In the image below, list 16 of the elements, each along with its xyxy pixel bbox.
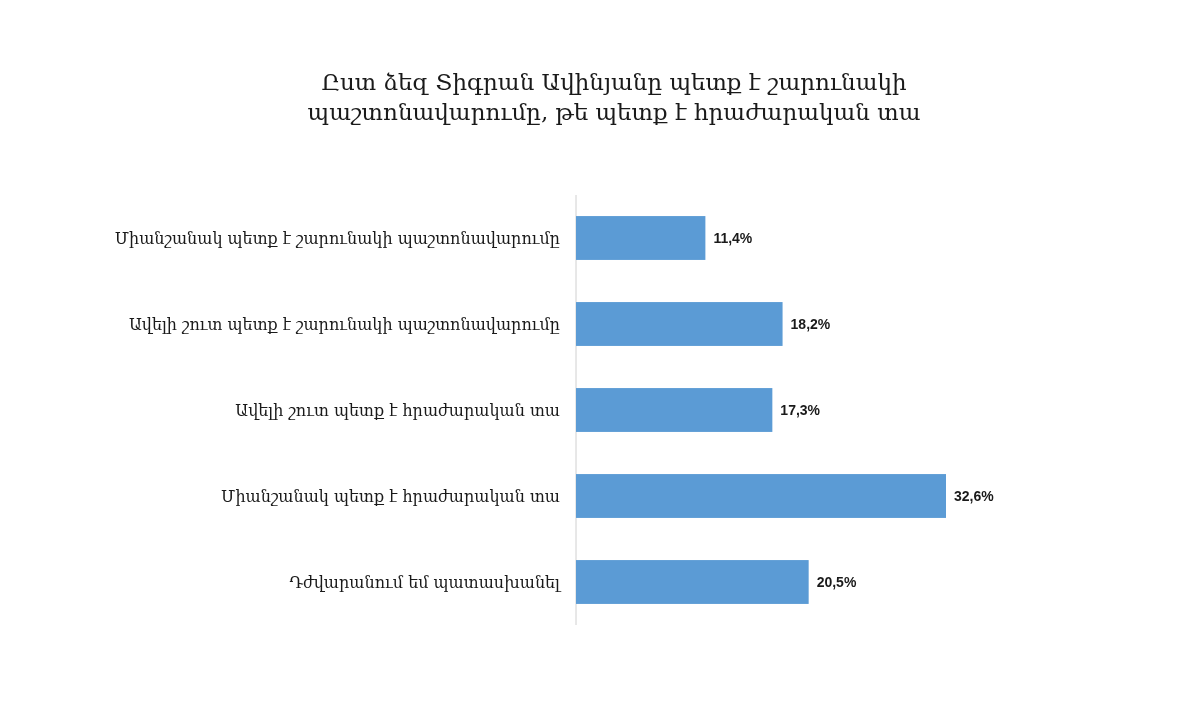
bar — [576, 560, 809, 604]
y-tick-label: Ավելի շուտ պետք է շարունակի պաշտոնավարումը — [128, 314, 560, 334]
bar — [576, 474, 946, 518]
chart-title: Ըստ ձեզ Տիգրան Ավինյանը պետք է շարունակի պաշտոնավարումը, թե պետք է հրաժարական տա — [307, 69, 921, 125]
y-tick-label: Դժվարանում եմ պատասխանել — [289, 572, 563, 592]
y-tick-label: Միանշանակ պետք է հրաժարական տա — [221, 486, 560, 506]
bar — [576, 302, 783, 346]
data-label: 17,3% — [780, 401, 821, 418]
data-label: 20,5% — [816, 573, 857, 590]
data-label: 11,4% — [713, 229, 753, 246]
data-label: 18,2% — [790, 315, 831, 332]
y-tick-label: Միանշանակ պետք է շարունակի պաշտոնավարումը — [114, 228, 560, 248]
y-tick-label: Ավելի շուտ պետք է հրաժարական տա — [235, 400, 560, 420]
bar — [576, 388, 773, 432]
bar — [576, 216, 706, 260]
data-label: 32,6% — [954, 487, 995, 504]
